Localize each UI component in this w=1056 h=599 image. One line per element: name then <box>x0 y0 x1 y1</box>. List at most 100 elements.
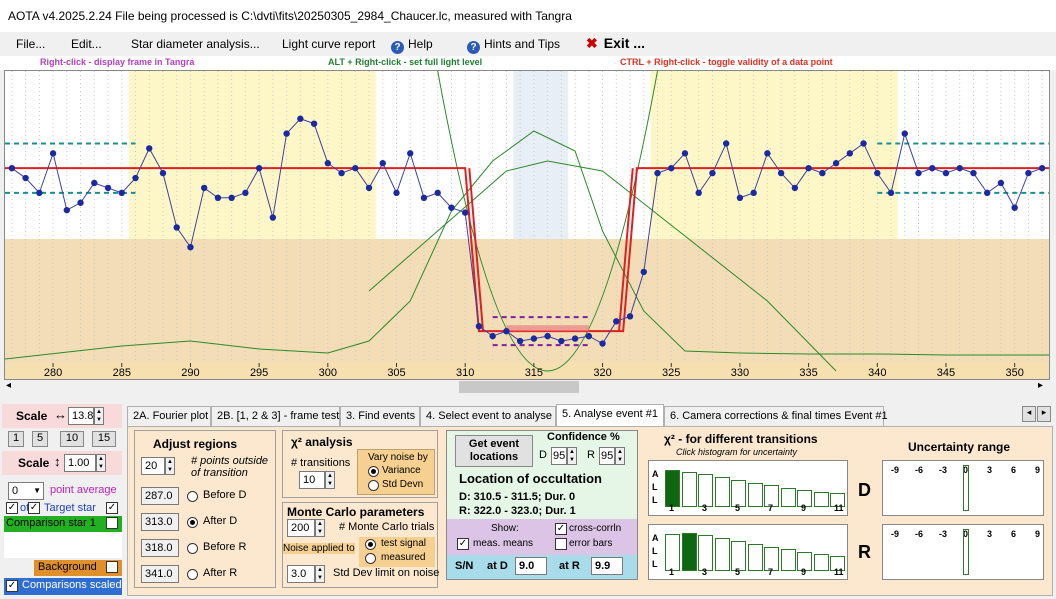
after-r-value: 341.0 <box>141 565 179 583</box>
tab-find-events[interactable]: 3. Find events <box>340 406 420 426</box>
menu-light-curve-report[interactable]: Light curve report <box>282 37 376 51</box>
histogram-bar[interactable] <box>797 490 812 507</box>
histogram-bar[interactable] <box>813 554 829 571</box>
background-checkbox[interactable] <box>106 561 118 573</box>
target-show-checkbox[interactable]: ✓ <box>106 502 118 514</box>
histogram-bar[interactable] <box>797 552 812 571</box>
scale-v-input[interactable]: 1.00 <box>64 454 96 472</box>
scale-h-spinner[interactable]: ▲ ▼ <box>94 407 104 425</box>
light-curve-svg[interactable]: 280 285 290 295 300 305 310 315 320 325 330 335 340 3… <box>5 71 1049 379</box>
after-r-radio[interactable] <box>187 569 198 580</box>
plot-scrollbar[interactable]: ◂ ▸ <box>4 380 1050 394</box>
histogram-bar[interactable] <box>698 535 713 571</box>
menu-hints[interactable]: ? Hints and Tips <box>467 37 560 54</box>
histogram-bar[interactable] <box>698 474 713 507</box>
cross-corr-checkbox[interactable]: ✓ <box>555 523 567 535</box>
zoom-5-button[interactable]: 5 <box>32 431 48 447</box>
light-curve-plot[interactable]: 280 285 290 295 300 305 310 315 320 325 330 335 340 3… <box>4 70 1050 380</box>
uncertainty-tick-label: 0 <box>963 465 969 475</box>
measured-point <box>819 169 826 177</box>
histogram-bar[interactable] <box>665 534 680 571</box>
histogram-bar[interactable] <box>764 485 779 507</box>
scroll-left-icon[interactable]: ◂ <box>6 380 12 391</box>
points-outside-spinner[interactable]: ▲ ▼ <box>165 457 175 475</box>
zoom-1-button[interactable]: 1 <box>8 431 24 447</box>
error-bars-checkbox[interactable] <box>555 538 567 550</box>
histogram-bar[interactable] <box>731 541 746 571</box>
x-axis-band <box>5 363 1049 379</box>
chi2-analysis-group: χ² analysis # transitions 10 ▲ ▼ Vary noi… <box>282 430 438 498</box>
scroll-thumb[interactable] <box>459 381 579 393</box>
before-d-radio[interactable] <box>187 491 198 502</box>
monte-carlo-trials-spinner[interactable]: ▲ ▼ <box>315 519 325 537</box>
menu-exit[interactable]: ✖ Exit ... <box>586 35 645 52</box>
tab-scroll-left-icon[interactable]: ◂ <box>1022 406 1036 422</box>
variance-radio[interactable] <box>368 466 379 477</box>
std-dev-limit-input[interactable]: 3.0 <box>287 565 315 583</box>
histogram-bar[interactable] <box>714 538 730 571</box>
transition-d-region <box>513 71 569 239</box>
zoom-15-button[interactable]: 15 <box>92 431 116 447</box>
measured-point <box>915 169 922 177</box>
histogram-axis-label: 9 <box>801 503 807 513</box>
histogram-bar[interactable] <box>731 480 746 507</box>
before-r-radio[interactable] <box>187 543 198 554</box>
tab-analyse-event[interactable]: 5. Analyse event #1 <box>556 404 664 426</box>
tab-camera-corrections[interactable]: 6. Camera corrections & final times Even… <box>664 406 888 426</box>
menu-help[interactable]: ? Help <box>391 37 433 54</box>
comparisons-scaled-checkbox[interactable]: ✓ <box>6 580 18 592</box>
after-d-radio[interactable] <box>187 517 198 528</box>
measured-point <box>214 194 222 201</box>
histogram-bar[interactable] <box>747 544 763 571</box>
menu-edit[interactable]: Edit... <box>71 37 102 51</box>
measured-point <box>997 179 1005 187</box>
histogram-bar[interactable] <box>830 556 845 571</box>
transitions-input[interactable]: 10 <box>299 471 325 489</box>
menu-file[interactable]: File... <box>16 37 46 51</box>
after-r-label: After R <box>203 567 238 579</box>
menu-help-label: Help <box>408 37 433 51</box>
confidence-r-input[interactable]: 95 <box>599 447 615 465</box>
scale-h-input[interactable]: 13.8 <box>68 407 94 425</box>
histogram-bar[interactable] <box>714 477 730 507</box>
transitions-spinner[interactable]: ▲ ▼ <box>325 471 335 489</box>
tab-scroll-right-icon[interactable]: ▸ <box>1037 406 1051 422</box>
pts-checkbox[interactable]: ✓ <box>6 502 18 514</box>
histogram-bar[interactable] <box>665 470 680 507</box>
tab-frame-test[interactable]: 2B. [1, 2 & 3] - frame test <box>211 406 340 426</box>
points-outside-input[interactable]: 20 <box>141 457 165 475</box>
r-histogram[interactable]: A L L 1 3 5 7 9 11 <box>648 524 848 580</box>
sn-at-d-value: 9.0 <box>515 557 547 575</box>
std-dev-limit-spinner[interactable]: ▲ ▼ <box>315 565 325 583</box>
confidence-r-spinner[interactable]: ▲ ▼ <box>615 447 625 465</box>
d-histogram[interactable]: A L L 1 3 5 7 9 11 <box>648 460 848 516</box>
tab-fourier[interactable]: 2A. Fourier plot <box>127 406 211 426</box>
histogram-bar[interactable] <box>830 493 845 507</box>
monte-carlo-trials-input[interactable]: 200 <box>287 519 315 537</box>
get-event-locations-button[interactable]: Get event locations <box>455 435 533 467</box>
variance-label: Variance <box>382 465 421 476</box>
scroll-right-icon[interactable]: ▸ <box>1038 380 1044 391</box>
histogram-bar[interactable] <box>681 472 697 507</box>
measured-radio[interactable] <box>365 553 376 564</box>
uncertainty-tick-label: 6 <box>1011 465 1017 475</box>
stddev-radio[interactable] <box>368 480 379 491</box>
menu-star-diameter[interactable]: Star diameter analysis... <box>131 37 260 51</box>
zoom-10-button[interactable]: 10 <box>60 431 84 447</box>
histogram-bar[interactable] <box>780 488 796 507</box>
before-r-label: Before R <box>203 541 247 553</box>
target-checkbox[interactable]: ✓ <box>28 502 40 514</box>
meas-means-checkbox[interactable]: ✓ <box>457 538 469 550</box>
confidence-d-spinner[interactable]: ▲ ▼ <box>567 447 577 465</box>
comparison-checkbox[interactable] <box>106 517 118 529</box>
histogram-bar[interactable] <box>747 483 763 507</box>
test-signal-radio[interactable] <box>365 539 376 550</box>
scale-v-spinner[interactable]: ▲ ▼ <box>96 454 106 472</box>
point-average-select[interactable]: 0 ▼ <box>8 482 44 500</box>
confidence-d-input[interactable]: 95 <box>551 447 567 465</box>
histogram-bar[interactable] <box>780 549 796 571</box>
histogram-bar[interactable] <box>813 492 829 507</box>
histogram-bar[interactable] <box>681 533 697 571</box>
tab-select-event[interactable]: 4. Select event to analyse <box>420 406 556 426</box>
histogram-bar[interactable] <box>764 547 779 571</box>
